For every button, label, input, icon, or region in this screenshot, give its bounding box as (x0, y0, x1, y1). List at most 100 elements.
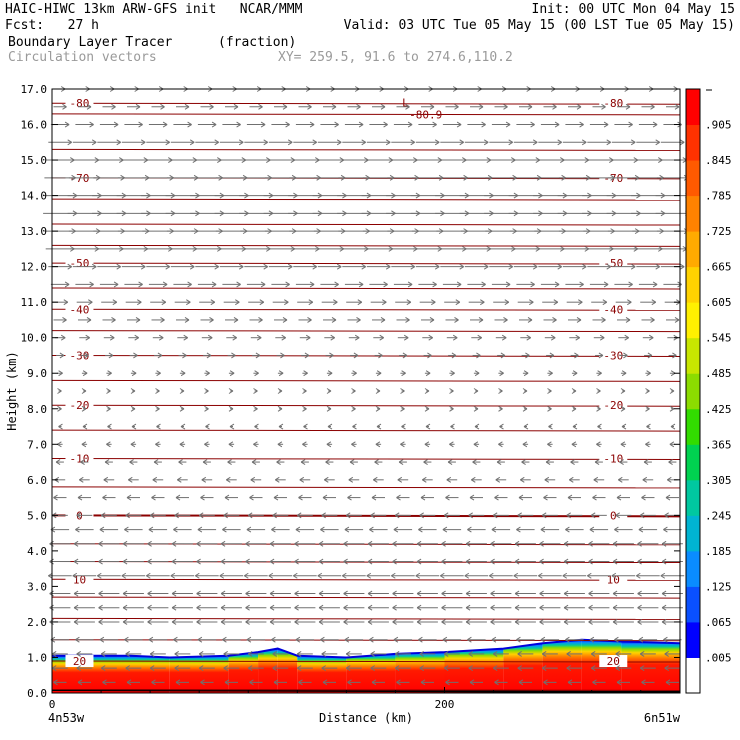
wind-vector-head (98, 558, 103, 565)
wind-vector-head (416, 540, 422, 547)
wind-vector-head (59, 352, 65, 359)
wind-vector-head (392, 558, 397, 565)
temperature-contour-line (51, 102, 681, 105)
wind-vector-head (320, 636, 325, 643)
wind-vector-head (157, 352, 163, 359)
wind-vector-head (423, 459, 428, 465)
wind-vector-head (317, 572, 323, 579)
wind-vector-head (356, 317, 361, 323)
temperature-contour-line (51, 262, 681, 265)
wind-vector-head (548, 423, 553, 430)
temperature-contour-line (51, 223, 681, 226)
colorbar-label: .065 (705, 616, 732, 629)
contour-label-bg (599, 509, 628, 522)
wind-vector-head (454, 103, 459, 110)
wind-vector-head (179, 388, 185, 394)
wind-vector-head (246, 526, 252, 533)
wind-vector-head (294, 558, 299, 565)
wind-vector-head (296, 665, 302, 672)
wind-vector-head (518, 494, 524, 501)
wind-vector-head (432, 281, 437, 288)
wind-vector-head (53, 494, 58, 501)
wind-vector-head (599, 334, 605, 341)
wind-vector-head (122, 604, 128, 611)
contour-label: -20 (70, 399, 90, 412)
wind-vector-head (442, 636, 448, 643)
wind-vector-head (419, 665, 424, 672)
wind-vector-head (278, 370, 284, 377)
wind-vector-head (351, 441, 356, 448)
wind-vector-head (552, 317, 557, 323)
wind-vector-head (173, 526, 178, 533)
wind-vector-head (247, 665, 253, 672)
wind-vector-head (296, 512, 302, 519)
wind-vector-head (469, 679, 475, 686)
wind-vector-head (571, 405, 577, 412)
wind-vector-head (611, 572, 617, 579)
colorbar-cell (686, 586, 700, 623)
tracer-segment (169, 655, 229, 693)
wind-vector-head (623, 352, 628, 359)
wind-vector-head (238, 139, 244, 146)
wind-vector-head (295, 636, 301, 643)
wind-vector-head (245, 590, 250, 597)
wind-vector-head (98, 619, 103, 625)
wind-vector-head (371, 679, 377, 686)
wind-vector-head (357, 299, 363, 306)
wind-vector-head (392, 604, 397, 611)
wind-vector-head (565, 526, 570, 533)
chart-units: (fraction) (218, 35, 297, 50)
wind-vector-head (198, 665, 204, 672)
wind-vector-head (514, 604, 520, 611)
wind-vector-head (621, 423, 627, 430)
wind-vector-head (539, 540, 544, 547)
wind-vector-head (312, 139, 317, 146)
wind-vector-head (370, 665, 375, 672)
wind-vector-head (522, 388, 528, 394)
min-label-marker: L (402, 96, 409, 109)
wind-vector-head (285, 121, 290, 128)
wind-vector-head (652, 281, 658, 288)
wind-vector-head (304, 352, 310, 359)
wind-vector-head (86, 103, 92, 110)
temperature-contour-line (51, 148, 681, 151)
wind-vector-head (60, 334, 66, 341)
wind-vector-head (603, 121, 609, 128)
wind-vector-head (302, 441, 307, 448)
wind-vector-head (294, 540, 299, 547)
wind-vector-head (483, 263, 489, 270)
temperature-contour-line (51, 578, 681, 581)
wind-vector-head (639, 665, 645, 672)
wind-vector-head (179, 441, 185, 448)
wind-vector-head (517, 665, 522, 672)
wind-vector-head (347, 494, 352, 501)
wind-vector-head (104, 459, 110, 465)
wind-vector-head (125, 512, 130, 519)
colorbar-label: .305 (705, 474, 732, 487)
wind-vector-head (263, 139, 268, 146)
wind-vector-head (432, 121, 437, 128)
wind-vector-head (171, 590, 177, 597)
wind-vector-head (449, 405, 454, 412)
y-tick-label: 16.0 (21, 119, 48, 132)
wind-vector-head (100, 665, 106, 672)
vector-field-label: Circulation vectors (8, 50, 157, 65)
colorbar-cell (686, 231, 700, 268)
wind-vector-head (352, 370, 357, 377)
wind-vector-head (441, 558, 446, 565)
wind-vector-head (557, 139, 562, 146)
wind-vector-head (258, 317, 263, 323)
wind-vector-head (625, 317, 631, 323)
wind-vector-head (82, 370, 88, 377)
temperature-contour-line (51, 379, 681, 382)
wind-vector-head (562, 572, 568, 579)
contour-label-bg (599, 573, 628, 586)
wind-vector-head (187, 281, 192, 288)
wind-vector-head (540, 636, 546, 643)
wind-vector-head (397, 476, 403, 483)
colorbar-cell (686, 550, 700, 587)
wind-vector-head (664, 665, 669, 672)
wind-vector-head (269, 604, 275, 611)
wind-vector-head (532, 263, 538, 270)
wind-vector-head (369, 636, 374, 643)
